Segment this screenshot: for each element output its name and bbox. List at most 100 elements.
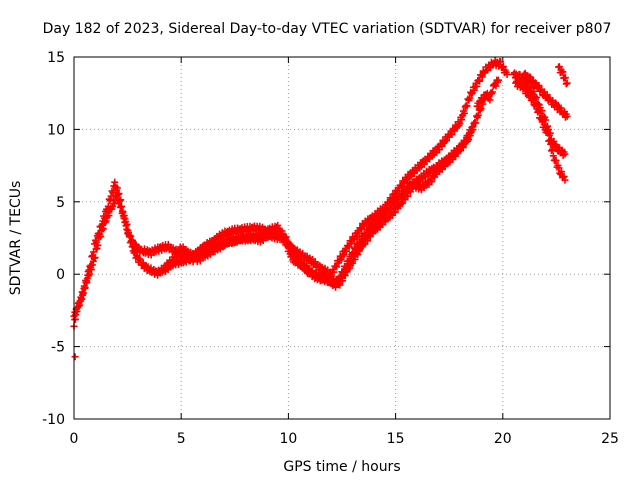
data-point	[466, 94, 474, 102]
data-point	[529, 95, 537, 103]
data-point	[128, 243, 136, 251]
x-tick-label: 10	[279, 431, 297, 447]
data-point	[551, 99, 559, 107]
data-point	[359, 235, 367, 243]
axis-tick-labels: 0 5 10 15 20 25 -10 -5 0 5 10 15	[42, 50, 619, 447]
data-point	[81, 284, 89, 292]
data-point	[552, 156, 560, 164]
data-point	[448, 131, 456, 139]
data-point	[352, 245, 360, 253]
data-point	[136, 255, 144, 263]
data-point	[357, 224, 365, 232]
data-point	[459, 144, 467, 152]
data-point	[99, 225, 107, 233]
data-point	[558, 168, 566, 176]
data-point	[532, 99, 540, 107]
data-point	[557, 104, 565, 112]
y-tick-label: 0	[56, 267, 65, 283]
data-point	[89, 257, 97, 265]
data-point	[333, 263, 341, 271]
data-point	[474, 111, 482, 119]
x-tick-label: 0	[70, 431, 79, 447]
data-point	[561, 176, 569, 184]
data-point	[438, 142, 446, 150]
y-tick-label: 5	[56, 195, 65, 211]
data-point	[563, 112, 571, 120]
data-point	[349, 250, 357, 258]
series-track-6	[512, 78, 569, 184]
data-point	[536, 114, 544, 122]
data-point	[435, 146, 443, 154]
chart-title: Day 182 of 2023, Sidereal Day-to-day VTE…	[43, 21, 612, 37]
data-point	[534, 108, 542, 116]
x-tick-label: 20	[494, 431, 512, 447]
data-point	[535, 81, 543, 89]
data-point	[281, 234, 289, 242]
data-point	[115, 197, 123, 205]
data-point	[377, 215, 385, 223]
data-point	[562, 80, 570, 88]
y-axis-label: SDTVAR / TECUs	[8, 181, 24, 296]
y-tick-label: -10	[42, 412, 65, 428]
data-point	[463, 102, 471, 110]
data-point	[489, 88, 497, 96]
data-point	[337, 274, 345, 282]
series-track-8	[555, 63, 571, 88]
data-point	[402, 188, 410, 196]
axis-ticks	[73, 56, 611, 420]
data-point	[127, 237, 135, 245]
data-point	[472, 119, 480, 127]
x-tick-label: 15	[387, 431, 405, 447]
series-track-4	[473, 76, 503, 111]
data-point	[503, 70, 511, 78]
data-point	[101, 218, 109, 226]
data-point	[555, 164, 563, 172]
data-point	[365, 228, 373, 236]
data-point	[547, 147, 555, 155]
data-point	[495, 76, 503, 84]
data-point	[347, 256, 355, 264]
data-point	[111, 178, 119, 186]
data-point	[526, 91, 534, 99]
data-point	[342, 263, 350, 271]
data-point	[118, 209, 126, 217]
data-point	[88, 261, 96, 269]
data-point	[94, 241, 102, 249]
data-point	[547, 140, 555, 148]
data-point	[92, 238, 100, 246]
data-point	[109, 189, 117, 197]
data-point	[334, 279, 342, 287]
data-point	[497, 58, 505, 66]
data-point	[125, 229, 133, 237]
data-point	[75, 302, 83, 310]
data-point	[78, 295, 86, 303]
data-point	[117, 203, 125, 211]
data-point	[278, 227, 286, 235]
data-point	[102, 217, 110, 225]
data-point	[492, 82, 500, 90]
data-point	[467, 129, 475, 137]
data-point	[476, 77, 484, 85]
series-outlier-points	[71, 353, 79, 361]
x-tick-label: 5	[177, 431, 186, 447]
data-point	[473, 82, 481, 90]
data-point	[548, 145, 556, 153]
data-point	[342, 247, 350, 255]
x-axis-label: GPS time / hours	[283, 459, 400, 475]
data-point	[470, 86, 478, 94]
data-point	[478, 73, 486, 81]
y-tick-label: 10	[47, 122, 65, 138]
data-point	[535, 107, 543, 115]
data-point	[544, 129, 552, 137]
data-point	[364, 237, 372, 245]
data-point	[543, 91, 551, 99]
data-point	[460, 109, 468, 117]
data-point	[125, 232, 133, 240]
data-point	[330, 268, 338, 276]
data-point	[87, 266, 95, 274]
data-point	[113, 191, 121, 199]
series-track-3	[160, 123, 477, 291]
data-point	[113, 184, 121, 192]
data-point	[456, 120, 464, 128]
data-point	[121, 218, 129, 226]
